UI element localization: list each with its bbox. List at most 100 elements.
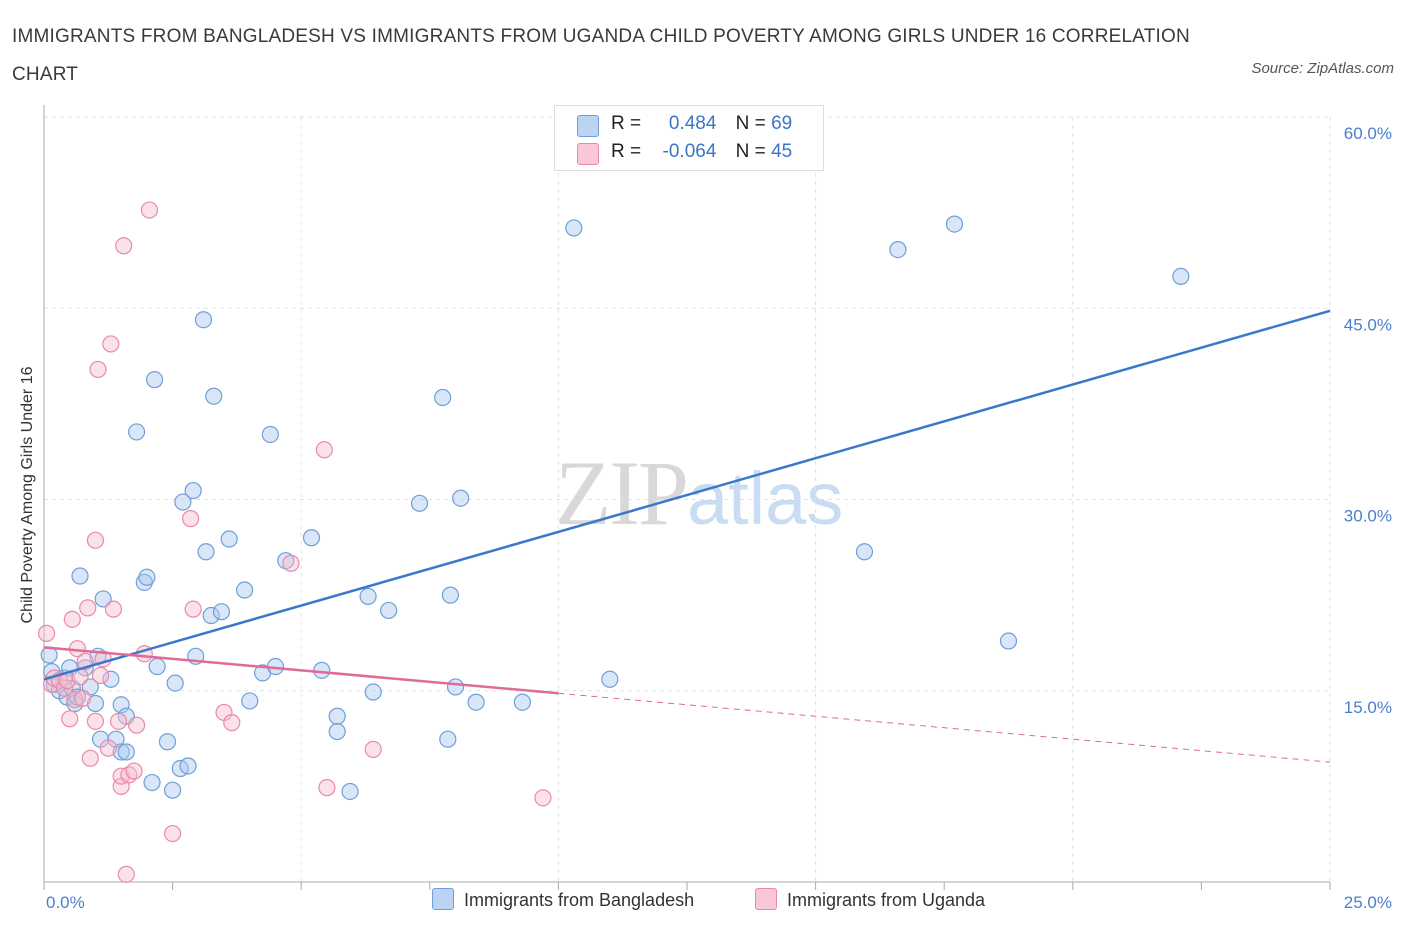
point-bangladesh bbox=[184, 481, 202, 500]
point-bangladesh bbox=[127, 423, 146, 441]
bottom-legend-swatch-blue bbox=[432, 888, 454, 910]
point-bangladesh bbox=[364, 683, 382, 701]
point-uganda bbox=[61, 710, 79, 728]
y-tick-label: 30.0% bbox=[1344, 507, 1392, 526]
point-bangladesh bbox=[117, 743, 135, 761]
point-bangladesh bbox=[328, 722, 346, 741]
point-uganda bbox=[282, 554, 300, 572]
point-bangladesh bbox=[220, 530, 238, 548]
point-bangladesh bbox=[328, 707, 346, 725]
point-uganda bbox=[86, 712, 105, 730]
legend-swatch-pink bbox=[577, 143, 599, 165]
point-bangladesh bbox=[302, 529, 321, 547]
point-uganda bbox=[109, 712, 128, 730]
point-bangladesh bbox=[236, 581, 254, 599]
y-tick-label: 45.0% bbox=[1344, 315, 1392, 334]
point-uganda bbox=[91, 666, 110, 685]
point-uganda bbox=[115, 237, 133, 255]
legend-r-label: R = bbox=[611, 141, 642, 162]
point-uganda bbox=[99, 739, 117, 757]
point-uganda bbox=[182, 510, 200, 528]
point-uganda bbox=[86, 531, 105, 549]
point-bangladesh bbox=[158, 733, 177, 751]
point-bangladesh bbox=[205, 387, 223, 405]
point-uganda bbox=[104, 600, 123, 618]
legend-r-value: 0.484 bbox=[668, 113, 717, 134]
point-bangladesh bbox=[452, 489, 470, 507]
point-bangladesh bbox=[441, 586, 459, 604]
point-uganda bbox=[125, 762, 143, 780]
point-uganda bbox=[63, 610, 81, 628]
point-uganda bbox=[102, 335, 120, 353]
point-uganda bbox=[364, 740, 382, 759]
point-bangladesh bbox=[380, 601, 398, 620]
bottom-legend-swatch-pink bbox=[755, 888, 777, 910]
point-bangladesh bbox=[945, 215, 964, 233]
point-bangladesh bbox=[410, 494, 429, 512]
point-uganda bbox=[140, 201, 159, 219]
point-uganda bbox=[79, 599, 97, 617]
point-bangladesh bbox=[513, 693, 531, 711]
legend-r-value: -0.064 bbox=[662, 141, 717, 162]
point-uganda bbox=[117, 865, 135, 883]
point-uganda bbox=[318, 779, 336, 797]
legend-text-bangladesh: R = 0.484 N = 69 bbox=[611, 113, 792, 135]
point-bangladesh bbox=[1172, 267, 1190, 285]
point-uganda bbox=[223, 714, 241, 732]
point-bangladesh bbox=[341, 782, 359, 801]
trend-lines bbox=[43, 309, 1331, 763]
legend-n-value: 45 bbox=[771, 141, 793, 162]
axes bbox=[43, 105, 1331, 890]
point-bangladesh bbox=[855, 543, 874, 561]
point-bangladesh bbox=[166, 674, 184, 692]
point-bangladesh bbox=[71, 567, 89, 585]
point-bangladesh bbox=[601, 670, 619, 688]
bottom-legend-uganda: Immigrants from Uganda bbox=[755, 888, 985, 914]
point-uganda bbox=[127, 716, 146, 734]
point-bangladesh bbox=[148, 657, 166, 676]
point-uganda bbox=[81, 749, 99, 767]
trend-line-uganda bbox=[558, 692, 1331, 763]
point-uganda bbox=[315, 441, 333, 459]
point-bangladesh bbox=[261, 425, 279, 444]
point-bangladesh bbox=[143, 773, 161, 792]
source-label: Source: ZipAtlas.com bbox=[1251, 60, 1394, 77]
x-tick-label: 0.0% bbox=[46, 893, 85, 912]
bottom-legend-label: Immigrants from Uganda bbox=[787, 890, 986, 910]
point-bangladesh bbox=[212, 603, 231, 621]
point-bangladesh bbox=[313, 661, 331, 679]
point-bangladesh bbox=[565, 219, 583, 237]
point-bangladesh bbox=[194, 311, 213, 329]
point-bangladesh bbox=[434, 388, 452, 407]
grid-lines bbox=[44, 116, 1331, 882]
point-bangladesh bbox=[138, 568, 156, 586]
point-bangladesh bbox=[359, 587, 377, 606]
bottom-legend-bangladesh: Immigrants from Bangladesh bbox=[432, 888, 694, 914]
point-bangladesh bbox=[241, 692, 259, 710]
point-bangladesh bbox=[112, 743, 130, 761]
legend-n-label: N = bbox=[735, 141, 766, 162]
point-uganda bbox=[37, 624, 56, 642]
x-tick-label: 25.0% bbox=[1344, 893, 1392, 912]
point-bangladesh bbox=[999, 632, 1018, 650]
legend-r-label: R = bbox=[611, 113, 642, 134]
legend-n-label: N = bbox=[735, 113, 766, 134]
point-bangladesh bbox=[889, 241, 907, 259]
point-bangladesh bbox=[164, 781, 182, 799]
point-uganda bbox=[73, 689, 92, 708]
point-uganda bbox=[534, 789, 552, 807]
point-bangladesh bbox=[439, 730, 457, 748]
correlation-legend: R = 0.484 N = 69 R = -0.064 N = 45 bbox=[554, 105, 824, 171]
y-tick-label: 60.0% bbox=[1344, 124, 1392, 143]
point-bangladesh bbox=[102, 670, 120, 688]
trend-line-uganda bbox=[43, 646, 559, 695]
point-uganda bbox=[184, 600, 202, 618]
point-bangladesh bbox=[467, 693, 485, 711]
point-bangladesh bbox=[145, 371, 164, 389]
legend-text-uganda: R = -0.064 N = 45 bbox=[611, 141, 792, 163]
point-bangladesh bbox=[94, 590, 112, 608]
point-bangladesh bbox=[197, 543, 215, 561]
point-uganda bbox=[89, 360, 107, 379]
y-tick-label: 15.0% bbox=[1344, 698, 1392, 717]
point-bangladesh bbox=[174, 493, 192, 511]
